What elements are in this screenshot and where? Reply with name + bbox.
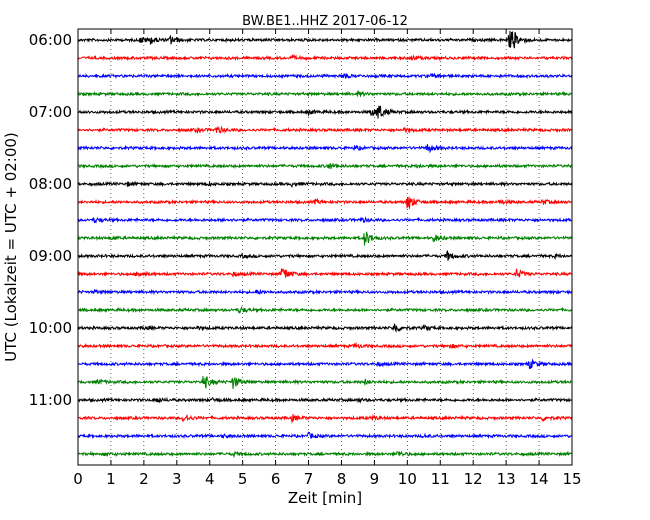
seismogram-traces bbox=[77, 30, 573, 459]
x-tick-label: 14 bbox=[530, 470, 549, 488]
x-tick-label: 3 bbox=[172, 470, 182, 488]
trace-0700 bbox=[77, 105, 573, 119]
trace-0915 bbox=[77, 268, 573, 278]
x-tick-label: 6 bbox=[271, 470, 281, 488]
trace-0730 bbox=[77, 144, 573, 154]
y-axis-label: UTC (Lokalzeit = UTC + 02:00) bbox=[2, 132, 20, 362]
trace-0845 bbox=[77, 231, 573, 246]
plot-frame bbox=[77, 28, 573, 466]
x-tick-label: 5 bbox=[238, 470, 248, 488]
trace-1015 bbox=[77, 341, 573, 350]
trace-0930 bbox=[77, 288, 573, 296]
chart-title: BW.BE1..HHZ 2017-06-12 bbox=[242, 14, 408, 29]
x-tick-label: 13 bbox=[497, 470, 516, 488]
x-axis-label: Zeit [min] bbox=[288, 489, 362, 507]
trace-0830 bbox=[77, 216, 573, 224]
x-axis-ticks: 0 1 2 3 4 5 6 7 8 9 10 11 12 13 14 15 bbox=[73, 29, 582, 488]
y-tick-label: 06:00 bbox=[29, 31, 72, 49]
x-tick-label: 7 bbox=[304, 470, 314, 488]
trace-1130 bbox=[77, 431, 573, 440]
y-axis-ticks: 06:00 07:00 08:00 09:00 10:00 11:00 bbox=[29, 31, 572, 409]
trace-0900 bbox=[77, 250, 573, 261]
x-tick-label: 11 bbox=[431, 470, 450, 488]
trace-0815 bbox=[77, 196, 573, 209]
trace-0715 bbox=[77, 125, 573, 135]
trace-1000 bbox=[77, 323, 573, 333]
y-tick-label: 08:00 bbox=[29, 175, 72, 193]
trace-0615 bbox=[77, 53, 573, 62]
y-tick-label: 07:00 bbox=[29, 103, 72, 121]
trace-0645 bbox=[77, 90, 573, 98]
trace-1100 bbox=[77, 396, 573, 404]
x-tick-label: 0 bbox=[73, 470, 83, 488]
trace-0630 bbox=[77, 72, 573, 80]
x-tick-label: 15 bbox=[562, 470, 581, 488]
trace-0745 bbox=[77, 162, 573, 170]
y-tick-label: 10:00 bbox=[29, 319, 72, 337]
x-tick-label: 12 bbox=[464, 470, 483, 488]
x-tick-label: 10 bbox=[398, 470, 417, 488]
x-tick-label: 1 bbox=[106, 470, 116, 488]
x-tick-label: 9 bbox=[370, 470, 380, 488]
trace-1145 bbox=[77, 450, 573, 459]
trace-1030 bbox=[77, 358, 573, 369]
trace-0800 bbox=[77, 180, 573, 188]
y-tick-label: 11:00 bbox=[29, 391, 72, 409]
x-tick-label: 4 bbox=[205, 470, 215, 488]
y-tick-label: 09:00 bbox=[29, 247, 72, 265]
trace-0600 bbox=[77, 30, 573, 49]
x-tick-label: 2 bbox=[139, 470, 149, 488]
grid-lines bbox=[110, 29, 540, 465]
x-tick-label: 8 bbox=[337, 470, 347, 488]
trace-1045 bbox=[77, 376, 573, 390]
trace-0945 bbox=[77, 305, 573, 314]
trace-1115 bbox=[77, 413, 573, 424]
